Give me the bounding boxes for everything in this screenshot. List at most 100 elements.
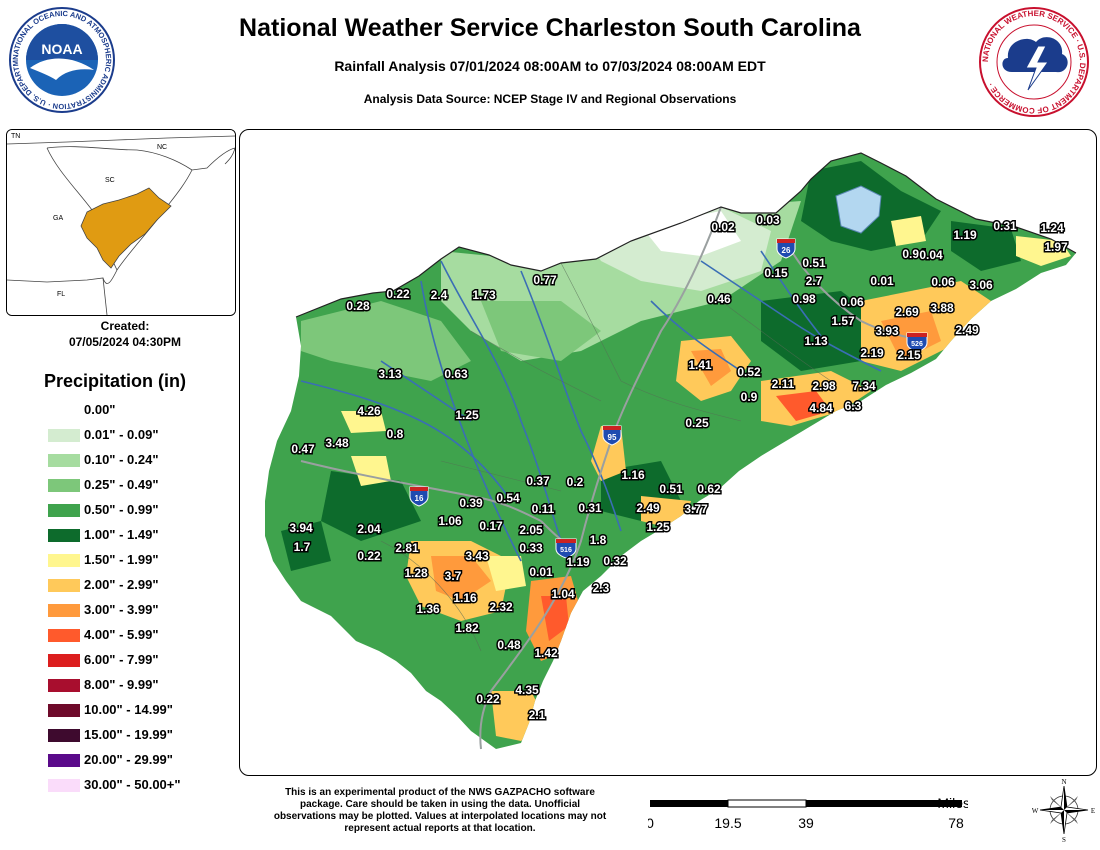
- observation-value: 2.11: [772, 377, 795, 391]
- legend-swatch: [48, 529, 80, 542]
- scale-bar: Miles 0 19.5 39 78: [648, 796, 968, 831]
- observation-value: 0.54: [496, 491, 520, 505]
- rainfall-map: 26 95 16 516 526 0.03 0.02 0.51 0.31 1.24 1.9…: [239, 129, 1097, 776]
- inset-label-fl: FL: [57, 291, 65, 298]
- interstate-shield-526: 526: [906, 332, 928, 353]
- observation-value: 1.97: [1044, 240, 1068, 254]
- inset-highlight-area: [80, 187, 172, 269]
- legend-label: 6.00" - 7.99": [84, 652, 159, 667]
- legend-swatch: [48, 629, 80, 642]
- observation-value: 2.19: [860, 346, 884, 360]
- svg-text:E: E: [1091, 807, 1095, 815]
- legend-swatch: [48, 779, 80, 792]
- interstate-shield-16: 16: [409, 486, 429, 507]
- observation-value: 0.01: [870, 274, 894, 288]
- observation-value: 1.82: [455, 621, 479, 635]
- observation-value: 0.28: [346, 299, 370, 313]
- noaa-logo: NATIONAL OCEANIC AND ATMOSPHERIC ADMINIS…: [8, 6, 115, 113]
- interstate-highways: [300, 206, 917, 750]
- scale-tick-1: 19.5: [714, 815, 741, 831]
- legend-swatch: [48, 554, 80, 567]
- observation-value: 1.06: [438, 514, 462, 528]
- legend-swatch: [48, 504, 80, 517]
- legend-label: 2.00" - 2.99": [84, 577, 159, 592]
- legend-swatch: [48, 429, 80, 442]
- observation-value: 0.06: [931, 275, 955, 289]
- observation-value: 0.9: [741, 390, 758, 404]
- observation-value: 3.7: [445, 569, 462, 583]
- observation-value: 1.16: [621, 468, 645, 482]
- svg-text:S: S: [1062, 836, 1066, 842]
- inset-label-tn: TN: [11, 133, 20, 140]
- observation-value: 0.25: [685, 416, 709, 430]
- interstate-shield-26: 26: [776, 238, 796, 259]
- svg-text:W: W: [1032, 807, 1039, 815]
- inset-label-sc: SC: [105, 177, 115, 184]
- observation-value: 0.98: [792, 292, 816, 306]
- observation-value: 7.34: [852, 379, 876, 393]
- inset-label-nc: NC: [157, 144, 167, 151]
- observation-value: 2.49: [955, 323, 979, 337]
- legend-swatch: [48, 404, 80, 417]
- locator-inset-map: TN NC SC GA FL: [6, 129, 236, 316]
- created-label: Created:: [100, 319, 150, 333]
- svg-text:NOAA: NOAA: [41, 41, 82, 57]
- observation-value: 4.84: [809, 401, 833, 415]
- observation-labels: 0.03 0.02 0.51 0.31 1.24 1.97 1.19 0.940.04 0.77…: [288, 212, 1070, 724]
- legend-swatch: [48, 479, 80, 492]
- observation-value: 1.19: [566, 555, 590, 569]
- observation-value: 1.04: [551, 587, 575, 601]
- svg-text:516: 516: [560, 547, 572, 554]
- legend-label: 10.00" - 14.99": [84, 702, 173, 717]
- observation-value: 1.8: [590, 533, 607, 547]
- observation-value: 2.04: [357, 522, 381, 536]
- county-lines: [380, 262, 832, 652]
- map-title: National Weather Service Charleston Sout…: [239, 14, 861, 42]
- observation-value: 0.02: [711, 220, 735, 234]
- compass-rose-icon: N S E W: [1032, 778, 1095, 842]
- legend-label: 8.00" - 9.99": [84, 677, 159, 692]
- cwa-boundary: [295, 152, 1077, 318]
- legend-swatch: [48, 654, 80, 667]
- legend-label: 20.00" - 29.99": [84, 752, 173, 767]
- created-stamp: Created: 07/05/2024 04:30PM: [0, 318, 250, 350]
- legend-swatch: [48, 679, 80, 692]
- observation-value: 0.04: [919, 248, 943, 262]
- observation-value: 2.69: [895, 305, 919, 319]
- legend-label: 0.50" - 0.99": [84, 502, 159, 517]
- legend-swatch: [48, 754, 80, 767]
- legend-label: 3.00" - 3.99": [84, 602, 159, 617]
- created-datetime: 07/05/2024 04:30PM: [68, 335, 182, 349]
- legend-label: 0.01" - 0.09": [84, 427, 159, 442]
- scale-unit: Miles: [937, 796, 968, 811]
- legend-swatch: [48, 704, 80, 717]
- observation-value: 2.32: [489, 600, 513, 614]
- observation-value: 3.43: [465, 549, 489, 563]
- observation-value: 4.26: [357, 404, 381, 418]
- observation-value: 3.94: [289, 521, 313, 535]
- legend-label: 15.00" - 19.99": [84, 727, 173, 742]
- observation-value: 0.33: [519, 541, 543, 555]
- observation-value: 3.77: [684, 502, 708, 516]
- rainfall-field: [265, 153, 1076, 749]
- observation-value: 0.51: [802, 256, 826, 270]
- svg-text:95: 95: [608, 433, 617, 442]
- map-subtitle: Rainfall Analysis 07/01/2024 08:00AM to …: [334, 58, 766, 74]
- observation-value: 2.81: [395, 541, 419, 555]
- svg-text:26: 26: [782, 246, 791, 255]
- observation-value: 2.3: [593, 581, 610, 595]
- observation-value: 1.16: [453, 591, 477, 605]
- observation-value: 1.7: [294, 540, 311, 554]
- observation-value: 1.24: [1040, 221, 1064, 235]
- observation-value: 1.36: [416, 602, 440, 616]
- observation-value: 4.35: [515, 683, 539, 697]
- rivers: [300, 250, 882, 562]
- legend-label: 0.00": [84, 402, 116, 417]
- disclaimer-text: This is an experimental product of the N…: [273, 787, 607, 834]
- legend-label: 4.00" - 5.99": [84, 627, 159, 642]
- observation-value: 6.3: [845, 399, 862, 413]
- observation-value: 0.8: [387, 427, 404, 441]
- observation-value: 0.39: [459, 496, 483, 510]
- data-source-note: Analysis Data Source: NCEP Stage IV and …: [363, 92, 737, 106]
- interstate-shield-95: 95: [602, 425, 622, 446]
